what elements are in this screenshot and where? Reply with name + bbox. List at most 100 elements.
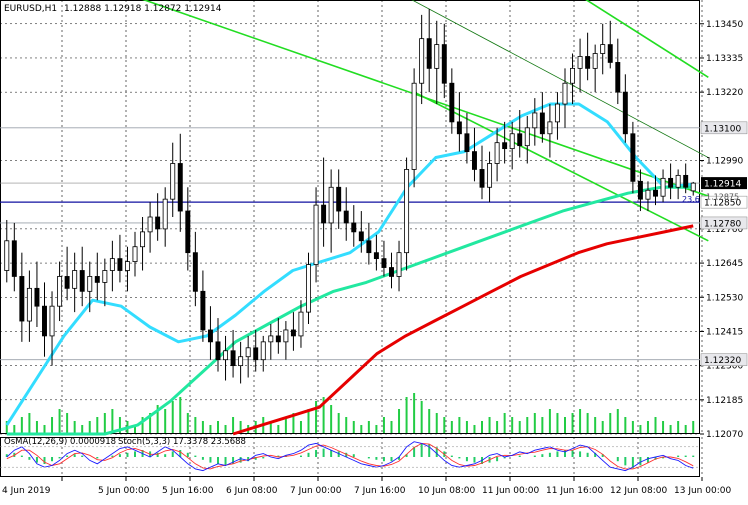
candle: [223, 335, 229, 381]
candle: [622, 74, 628, 143]
candle: [668, 163, 674, 200]
ma_cyan-line: [5, 102, 694, 426]
price-tick-label: 1.13220: [706, 88, 743, 98]
candle-body: [351, 222, 357, 233]
candle-body: [117, 258, 123, 271]
level-tag: [700, 195, 748, 209]
candle: [155, 193, 161, 241]
candle-body: [42, 305, 47, 337]
candle-body: [132, 246, 138, 262]
time-axis: 4 Jun 2019 5 Jun 00:00 5 Jun 16:00 6 Jun 08…: [2, 477, 731, 496]
candle-body: [321, 204, 327, 224]
candle: [207, 306, 213, 360]
candle-body: [336, 186, 342, 212]
candle: [449, 68, 455, 134]
candle: [79, 246, 85, 307]
candle: [200, 270, 206, 342]
level-label: 1.12850: [704, 199, 741, 209]
candle: [471, 127, 477, 182]
ma_green-line: [6, 185, 694, 436]
candle: [479, 145, 485, 200]
candle-body: [554, 103, 560, 123]
candle: [381, 240, 387, 277]
candlesticks: [4, 8, 696, 384]
candle-body: [79, 270, 85, 292]
candle-body: [645, 189, 651, 200]
candle-body: [585, 56, 591, 69]
candle: [147, 202, 153, 253]
candle: [170, 142, 176, 217]
time-label: 11 Jun 00:00: [482, 486, 539, 496]
candle-body: [532, 112, 538, 129]
candle-body: [177, 163, 183, 212]
candle: [351, 205, 357, 247]
candle-body: [19, 276, 25, 322]
candle-body: [675, 174, 681, 188]
time-label: 7 Jun 00:00: [290, 486, 342, 496]
osma-label: OsMA(12,26,9) 0.0000918: [4, 437, 116, 447]
candle: [57, 261, 63, 322]
candle-body: [147, 216, 153, 233]
price-levels: 23.6: [0, 127, 700, 361]
candle-body: [411, 82, 417, 170]
candle-body: [456, 121, 462, 135]
candle: [238, 341, 244, 384]
candle-body: [245, 347, 251, 358]
candle-body: [660, 177, 666, 197]
time-label: 6 Jun 08:00: [226, 486, 278, 496]
price-tick-label: 1.12415: [706, 327, 743, 337]
candle: [19, 252, 25, 342]
candle-body: [426, 38, 432, 69]
candle: [321, 157, 327, 247]
candle: [653, 175, 658, 206]
candle: [290, 312, 296, 351]
candle-body: [600, 44, 606, 54]
candle-body: [373, 252, 379, 260]
stoch-main-line: [6, 441, 694, 472]
candle-body: [389, 267, 394, 277]
candle-body: [630, 133, 636, 182]
time-label: 11 Jun 16:00: [546, 486, 603, 496]
candle-body: [192, 252, 198, 292]
fibo-annotation: 23.6: [682, 195, 700, 204]
price-tick-label: 1.13335: [706, 54, 743, 64]
candle-body: [524, 127, 530, 147]
candle-body: [275, 335, 281, 343]
candle-body: [298, 311, 304, 337]
candle-body: [155, 216, 161, 230]
candle: [660, 169, 666, 203]
candle-body: [539, 112, 545, 135]
candle: [389, 252, 394, 289]
candle: [532, 98, 538, 146]
price-tick-label: 1.12990: [706, 157, 743, 167]
candle: [275, 318, 281, 354]
candle: [245, 335, 251, 378]
candle: [260, 335, 266, 372]
candle-body: [464, 133, 470, 153]
candle-body: [683, 174, 689, 188]
candle-body: [622, 91, 628, 135]
candle: [645, 181, 651, 212]
candle-body: [223, 350, 229, 361]
candle: [185, 187, 191, 271]
candle: [426, 8, 432, 93]
stoch-signal-line: [6, 442, 694, 470]
candle-body: [102, 270, 108, 283]
candle-body: [313, 204, 319, 265]
candle: [26, 270, 32, 342]
candle-body: [260, 341, 266, 361]
candle-body: [404, 169, 410, 254]
candle: [117, 234, 123, 283]
candle-body: [306, 264, 311, 313]
trend-line: [585, 0, 709, 78]
candle-body: [637, 180, 643, 200]
level-label: 1.12780: [704, 219, 741, 229]
level-tag: [700, 121, 748, 135]
trend-line: [411, 0, 709, 158]
candle: [343, 187, 349, 241]
candle: [124, 246, 130, 292]
candle-body: [34, 287, 40, 307]
candle: [192, 231, 198, 307]
candle-body: [396, 252, 402, 277]
